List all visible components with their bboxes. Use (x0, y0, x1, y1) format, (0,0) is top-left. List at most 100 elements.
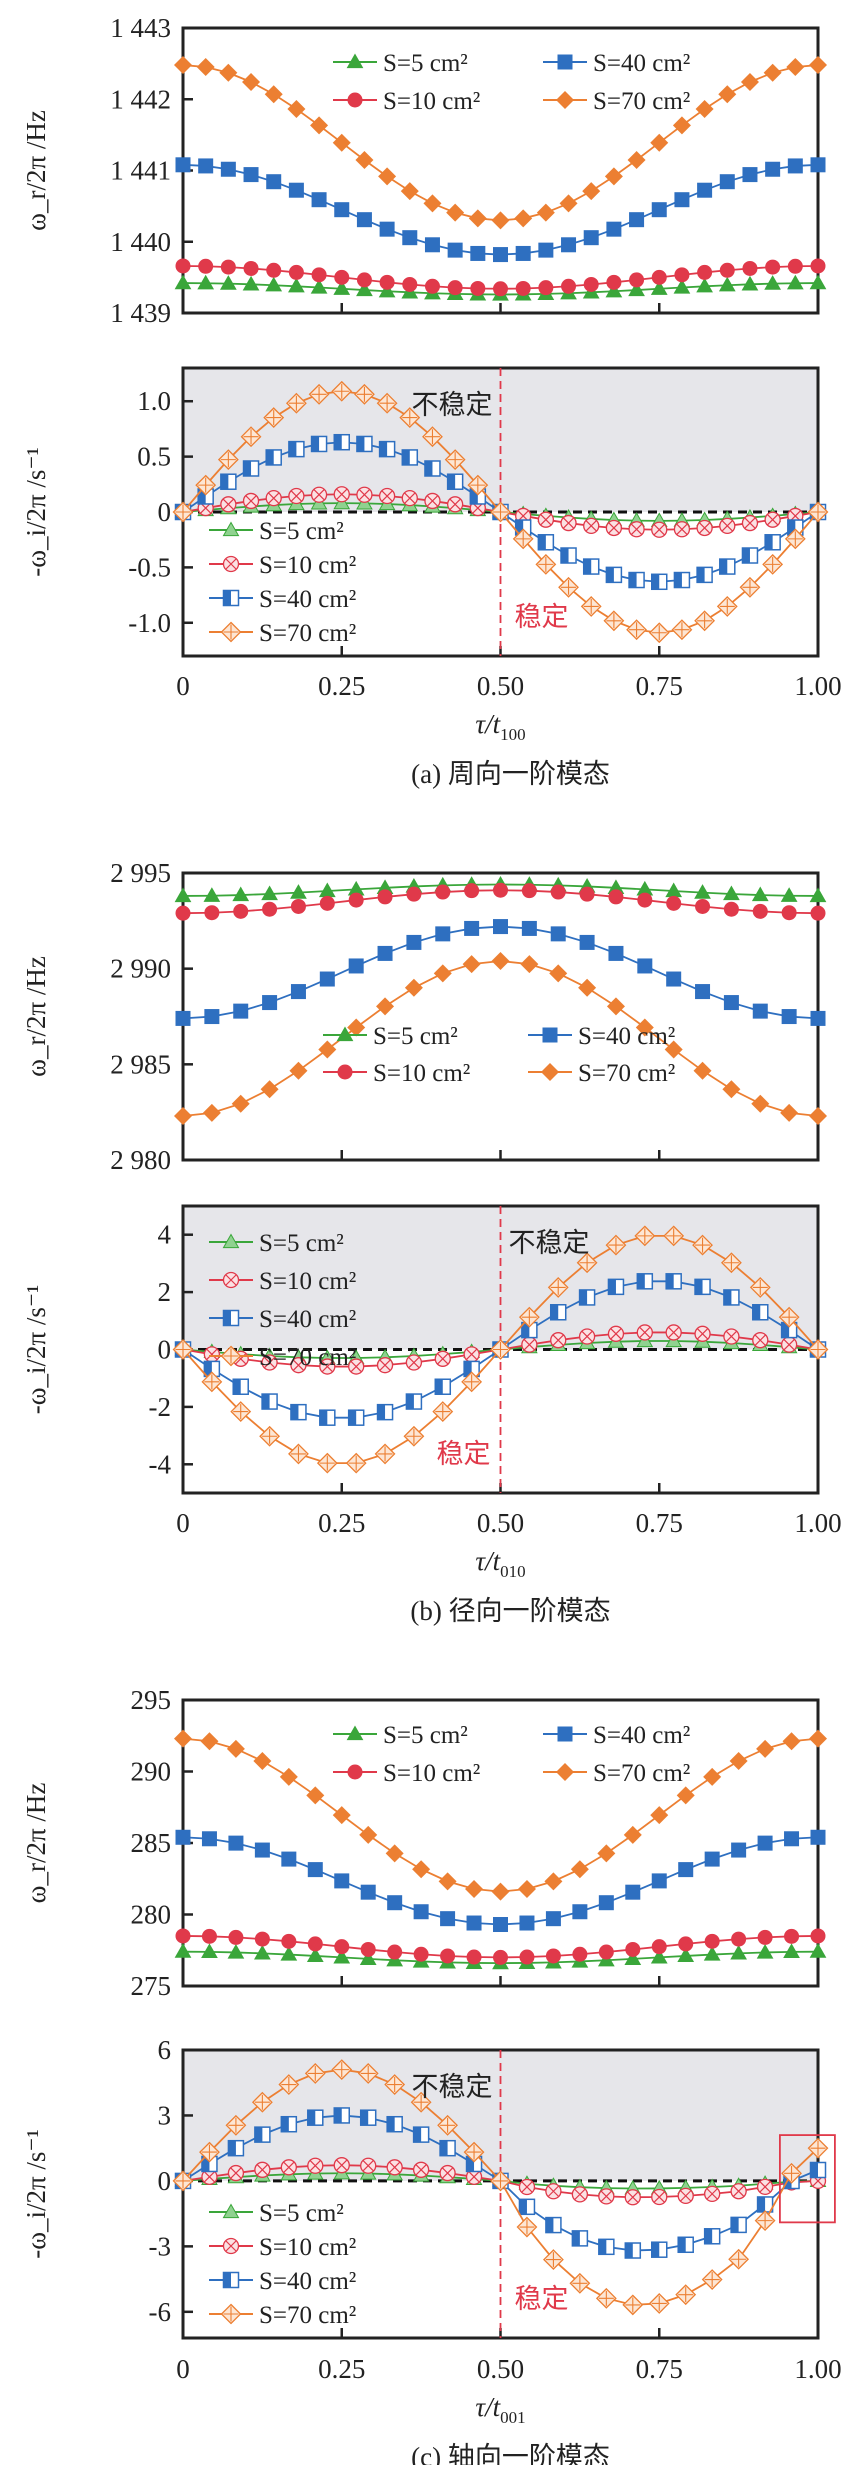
data-point (261, 1393, 278, 1410)
data-point (650, 133, 669, 152)
data-point (538, 242, 554, 258)
data-point (219, 275, 237, 290)
data-point (348, 1358, 365, 1375)
x-tick-label: 0 (176, 671, 190, 701)
data-point (332, 133, 351, 152)
legend: S=5 cm² S=10 cm² S=40 cm² S=70 cm² (209, 1230, 356, 1371)
marker-half (435, 1379, 443, 1395)
data-point (254, 2126, 271, 2143)
data-point (537, 534, 555, 551)
data-point (493, 882, 508, 898)
data-point (518, 2178, 536, 2196)
data-point (784, 1831, 800, 1847)
marker-cross (225, 2240, 237, 2252)
marker-plus (719, 598, 735, 614)
data-point (355, 150, 374, 169)
data-point (572, 1904, 588, 1920)
legend-label: S=5 cm² (383, 50, 468, 77)
data-point (333, 280, 351, 295)
marker-cross (200, 502, 212, 514)
data-point (583, 230, 599, 246)
data-point (265, 276, 283, 292)
marker-plus (262, 1428, 278, 1444)
legend-entry: S=70 cm² (543, 1760, 690, 1787)
data-point (781, 1009, 797, 1025)
data-point (201, 1928, 217, 1944)
series-line (182, 64, 819, 222)
data-point (175, 1829, 191, 1845)
marker-cross (264, 1357, 276, 1368)
data-point (624, 2242, 642, 2259)
data-point (673, 278, 691, 294)
marker-plus (810, 504, 826, 520)
data-point (703, 1767, 722, 1786)
data-point (304, 2063, 326, 2084)
data-point (650, 1948, 668, 1964)
data-point (319, 895, 335, 911)
data-point (787, 258, 803, 274)
data-point (288, 182, 304, 198)
legend-entry: S=10 cm² (333, 88, 480, 115)
data-point (651, 1873, 667, 1889)
data-point (571, 2186, 589, 2203)
marker-cross (523, 1339, 535, 1351)
legend-entry: S=70 cm² (209, 2302, 356, 2329)
data-point (756, 2196, 774, 2213)
data-point (435, 884, 451, 900)
data-point (780, 1336, 798, 1353)
data-point (288, 264, 304, 280)
marker-half (406, 1394, 414, 1410)
marker-cross (225, 1274, 237, 1286)
data-point (347, 1409, 365, 1426)
data-point (201, 1371, 223, 1393)
data-point (437, 2114, 459, 2136)
marker-half (281, 2116, 289, 2132)
data-point (782, 1732, 801, 1751)
data-point (558, 576, 579, 598)
data-point (538, 280, 554, 296)
marker-plus (493, 1342, 508, 1357)
data-point (356, 272, 372, 288)
data-point (516, 2216, 538, 2238)
data-point (232, 886, 250, 902)
data-point (578, 978, 597, 997)
marker-half (572, 2230, 580, 2246)
data-point (624, 2189, 641, 2206)
data-point (468, 209, 487, 228)
data-point (440, 1911, 456, 1927)
data-point (266, 262, 282, 278)
marker-cross (783, 1339, 795, 1351)
series-s70 (172, 2059, 829, 2316)
marker-plus (678, 2287, 694, 2303)
data-point (220, 473, 237, 490)
marker-plus (742, 579, 758, 595)
marker-plus (608, 1237, 624, 1253)
data-point (518, 1306, 540, 1328)
data-point (764, 534, 781, 551)
data-point (810, 1829, 826, 1845)
data-point (625, 1884, 641, 1900)
data-point (595, 2287, 617, 2309)
marker-plus (266, 410, 282, 426)
data-point (233, 1003, 249, 1019)
marker-cross (359, 489, 370, 501)
data-point (651, 521, 668, 538)
y-tick-label: -1.0 (128, 608, 171, 638)
marker-cross (256, 2164, 268, 2176)
marker-cross (290, 490, 302, 502)
data-point (763, 63, 782, 82)
data-point (605, 566, 623, 584)
x-tick-label: 0.50 (477, 2354, 524, 2384)
data-point (545, 2216, 562, 2234)
marker-half (334, 434, 342, 450)
data-point (439, 2139, 456, 2157)
data-point (571, 2230, 589, 2247)
data-point (227, 2139, 245, 2157)
marker-cross (552, 1334, 564, 1346)
data-point (470, 280, 486, 296)
data-point (310, 116, 329, 135)
marker-half (223, 2272, 231, 2288)
marker-cross (547, 2185, 559, 2197)
data-point (809, 1106, 827, 1125)
legend-label: S=70 cm² (593, 1760, 690, 1787)
